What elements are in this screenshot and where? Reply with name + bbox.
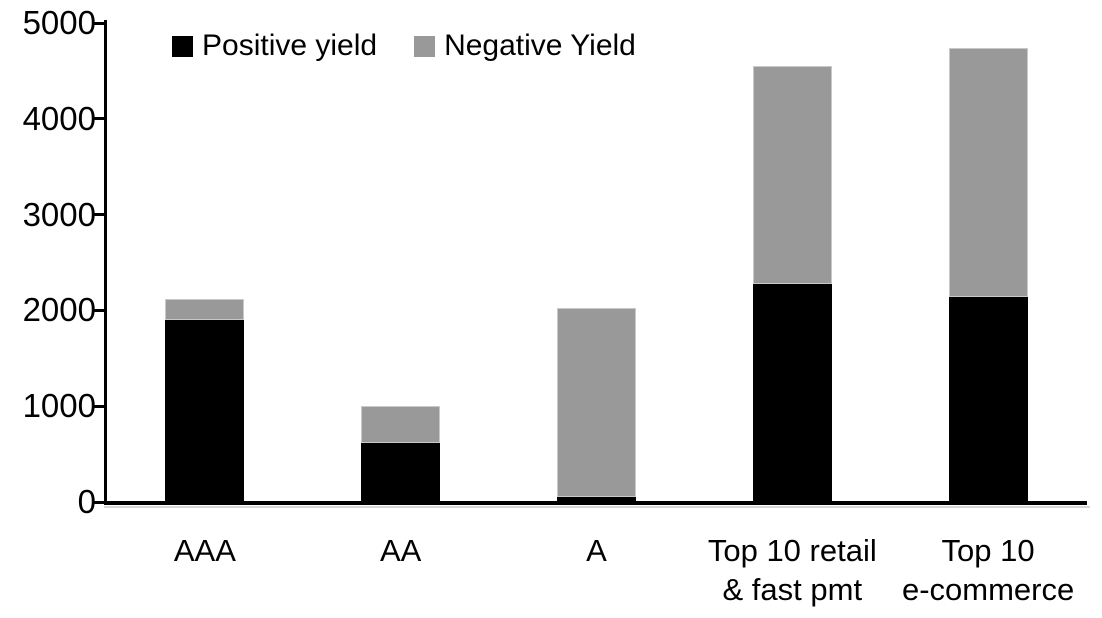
x-axis-line — [104, 501, 1087, 505]
bar-segment-positive-1 — [165, 319, 245, 502]
y-tick-label: 5000 — [22, 4, 96, 41]
category-label-line: Top 10 — [941, 533, 1035, 568]
y-tick-mark — [94, 308, 104, 312]
bar-segment-positive-3 — [557, 497, 636, 502]
category-label-2: AA — [261, 531, 541, 570]
y-tick-mark — [94, 213, 104, 217]
legend-item-positive-yield: Positive yield — [172, 30, 377, 62]
bar-segment-positive-2 — [361, 442, 441, 502]
positive-yield-swatch-icon — [172, 35, 193, 57]
y-tick-mark — [94, 117, 104, 121]
y-tick-mark — [94, 500, 104, 504]
y-axis-line — [104, 20, 107, 505]
y-tick-mark — [94, 21, 104, 25]
legend-item-negative-yield: Negative Yield — [414, 30, 636, 62]
legend-label-negative-yield: Negative Yield — [444, 29, 636, 62]
category-label-line: AAA — [173, 533, 236, 568]
category-label-line: AA — [380, 533, 422, 568]
category-label-3: A — [457, 531, 737, 570]
category-label-line: & fast pmt — [722, 572, 863, 607]
category-label-line: Top 10 retail — [707, 533, 877, 568]
bar-segment-negative-3 — [557, 307, 636, 498]
bar-segment-positive-4 — [752, 283, 832, 502]
y-tick-label: 1000 — [22, 387, 96, 425]
legend: Positive yield Negative Yield — [172, 30, 673, 62]
bar-segment-negative-1 — [165, 298, 245, 320]
bar-segment-negative-2 — [361, 406, 441, 443]
y-tick-label: 0 — [77, 483, 96, 520]
category-label-line: e-commerce — [901, 572, 1075, 607]
category-label-line: A — [586, 533, 607, 568]
bar-segment-negative-4 — [752, 66, 832, 284]
bar-segment-positive-5 — [948, 296, 1028, 502]
category-label-1: AAA — [65, 531, 345, 570]
y-tick-label: 3000 — [22, 195, 96, 233]
bar-segment-negative-5 — [948, 47, 1028, 297]
x-axis-shadow-line — [104, 506, 1090, 508]
negative-yield-swatch-icon — [414, 35, 436, 57]
category-label-4: Top 10 retail & fast pmt — [652, 531, 932, 609]
legend-label-positive-yield: Positive yield — [202, 29, 378, 62]
y-tick-label: 2000 — [22, 291, 96, 329]
y-tick-label: 4000 — [22, 99, 96, 137]
category-label-5: Top 10 e-commerce — [848, 531, 1102, 609]
y-tick-mark — [94, 404, 104, 408]
